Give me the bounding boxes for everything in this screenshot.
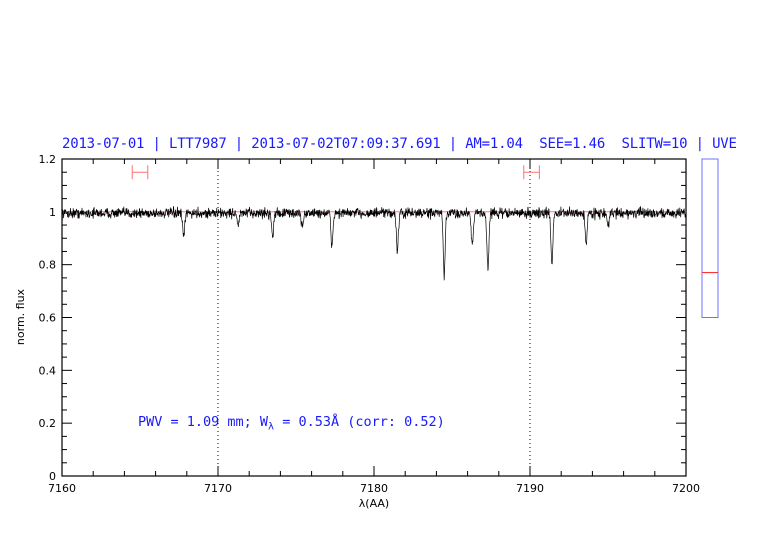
continuum-range-marker xyxy=(131,165,149,180)
w-text: = 0.53Å (corr: 0.52) xyxy=(274,414,445,430)
plot-frame xyxy=(61,158,687,477)
y-tick-label: 0.8 xyxy=(39,259,57,272)
side-indicator-box xyxy=(701,158,719,318)
x-tick-label: 7160 xyxy=(48,482,76,495)
pwv-text: PWV = 1.09 mm; W xyxy=(138,414,269,430)
pwv-annotation: PWV = 1.09 mm; Wλ = 0.53Å (corr: 0.52) xyxy=(138,414,445,433)
w-subscript: λ xyxy=(268,421,275,433)
x-tick-label: 7170 xyxy=(204,482,232,495)
chart-title: 2013-07-01 | LTT7987 | 2013-07-02T07:09:… xyxy=(62,136,737,152)
y-tick-label: 0 xyxy=(49,470,56,483)
x-tick-label: 7190 xyxy=(516,482,544,495)
x-tick-label: 7200 xyxy=(672,482,700,495)
spectrum-line xyxy=(61,205,687,281)
y-tick-label: 0.4 xyxy=(39,364,57,377)
x-axis-label: λ(AA) xyxy=(359,497,389,510)
y-tick-label: 1.2 xyxy=(39,153,57,166)
y-tick-label: 0.6 xyxy=(39,312,57,325)
continuum-range-marker xyxy=(523,165,540,180)
x-tick-label: 7180 xyxy=(360,482,388,495)
y-tick-label: 0.2 xyxy=(39,417,57,430)
y-tick-label: 1 xyxy=(49,206,56,219)
y-axis-label: norm. flux xyxy=(14,288,27,345)
